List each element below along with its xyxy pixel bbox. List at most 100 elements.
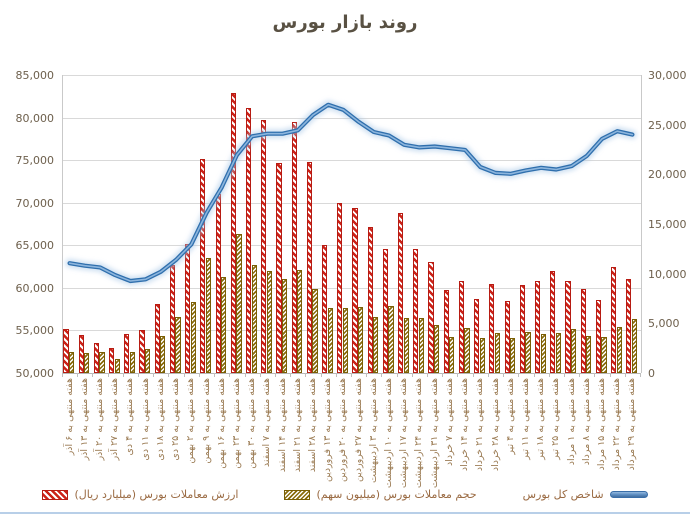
category-tick	[579, 373, 581, 377]
volume-bar	[418, 318, 425, 373]
volume-bar	[281, 278, 288, 373]
x-axis-tick-label: هفته منتهی به ۲۹ مرداد	[626, 378, 638, 471]
category-tick	[624, 373, 626, 377]
value-bar	[534, 280, 541, 373]
gridline	[63, 75, 641, 76]
right-axis-tick-label: 15,000	[648, 218, 687, 231]
category-tick	[274, 373, 276, 377]
volume-bar	[160, 336, 166, 373]
x-axis-line	[63, 373, 641, 374]
left-axis-tick-label: 75,000	[15, 154, 55, 168]
value-bar	[565, 280, 571, 373]
right-axis-tick-label: 20,000	[648, 168, 687, 182]
volume-bar	[266, 270, 272, 373]
value-bar	[443, 289, 449, 373]
legend-item-index: شاخص کل بورس	[523, 488, 648, 501]
category-tick	[457, 373, 459, 377]
volume-bar	[297, 269, 303, 373]
value-bar	[550, 270, 556, 373]
right-axis-tick-label: 5,000	[648, 317, 680, 331]
x-axis-tick-label: هفته منتهی به ۳۱ اردیبهشت	[428, 378, 440, 489]
value-bar	[458, 280, 465, 373]
category-tick	[214, 373, 216, 377]
value-series-swatch	[42, 489, 69, 500]
legend-label-value: ارزش معاملات بورس (میلیارد ریال)	[74, 488, 239, 501]
x-axis-tick-label: هفته منتهی به ۹ بهمن	[200, 378, 212, 464]
volume-bar	[601, 337, 607, 373]
value-bar	[291, 121, 297, 373]
volume-bar	[540, 334, 546, 373]
x-axis-tick-label: هفته منتهی به ۱۸ تیر	[535, 378, 547, 460]
category-tick	[351, 373, 352, 377]
value-bar	[489, 283, 495, 373]
x-axis-tick-label: هفته منتهی به ۱۴ اسفند	[276, 378, 288, 473]
x-axis-tick-label: هفته منتهی به ۲ بهمن	[185, 378, 197, 464]
volume-bar	[145, 349, 151, 373]
legend: ارزش معاملات بورس (میلیارد ریال) حجم معا…	[0, 488, 690, 501]
index-series-swatch	[609, 491, 648, 498]
legend-label-volume: حجم معاملات بورس (میلیون سهم)	[316, 488, 477, 501]
x-axis-tick-label: هفته منتهی به ۱۷ اردیبهشت	[398, 378, 410, 489]
volume-bar	[494, 333, 501, 373]
category-tick	[411, 373, 413, 377]
x-axis-tick-label: هفته منتهی به ۲۰ فروردین	[337, 378, 349, 483]
category-tick	[533, 373, 535, 377]
right-axis-tick-label: 30,000	[648, 69, 687, 82]
category-tick	[442, 373, 444, 377]
x-axis-tick-label: هفته منتهی به ۲۲ مرداد	[611, 378, 623, 471]
category-tick	[153, 373, 155, 377]
value-bar	[382, 248, 388, 373]
value-bar	[230, 92, 236, 373]
value-bar	[93, 343, 99, 373]
gridline	[63, 117, 641, 119]
value-bar	[215, 194, 221, 373]
volume-bar	[327, 308, 333, 373]
right-axis-tick-label: 0	[648, 367, 655, 380]
x-axis-tick-label: هفته منتهی به ۸ مرداد	[580, 378, 592, 466]
x-axis-tick-label: هفته منتهی به ۳۰ بهمن	[246, 378, 258, 469]
volume-bar	[69, 352, 75, 373]
category-tick	[168, 373, 170, 377]
volume-bar	[312, 288, 318, 373]
value-bar	[595, 299, 601, 373]
value-bar	[626, 278, 632, 373]
gridline	[63, 287, 641, 289]
right-axis-tick-label: 25,000	[648, 118, 687, 132]
category-tick	[259, 373, 261, 377]
x-axis-tick-label: هفته منتهی به ۱۵ مرداد	[595, 378, 607, 471]
value-bar	[321, 244, 328, 373]
value-bar	[610, 266, 617, 373]
volume-bar	[236, 233, 242, 373]
chart-title: روند بازار بورس	[272, 12, 418, 33]
gridline	[63, 202, 641, 204]
value-bar	[78, 335, 84, 373]
category-tick	[518, 373, 520, 377]
left-axis-tick-label: 85,000	[15, 69, 55, 82]
value-bar	[474, 298, 480, 373]
x-axis-tick-label: هفته منتهی به ۱۴ خرداد	[459, 378, 471, 472]
volume-bar	[388, 306, 394, 373]
x-axis-tick-label: هفته منتهی به ۲۴ اردیبهشت	[413, 378, 425, 489]
x-axis-tick-label: هفته منتهی به ۲۱ خرداد	[474, 378, 486, 472]
volume-bar	[479, 338, 485, 373]
legend-item-volume: حجم معاملات بورس (میلیون سهم)	[284, 488, 477, 501]
x-axis-tick-label: هفته منتهی به ۲۰ آذر	[94, 378, 106, 461]
value-bar	[580, 288, 586, 373]
value-bar	[398, 213, 404, 373]
volume-bar	[342, 308, 348, 373]
legend-item-value: ارزش معاملات بورس (میلیارد ریال)	[42, 488, 238, 501]
value-bar	[276, 163, 282, 373]
right-axis-tick-label: 10,000	[648, 267, 687, 281]
value-bar	[428, 261, 434, 373]
category-tick	[366, 373, 368, 377]
value-bar	[352, 208, 358, 373]
category-tick	[198, 373, 200, 377]
volume-bar	[190, 302, 196, 373]
category-tick	[472, 373, 474, 377]
x-axis-tick-label: هفته منتهی به ۴ دی	[124, 378, 136, 456]
volume-bar	[631, 319, 637, 373]
volume-bar	[449, 337, 455, 373]
volume-bar	[525, 332, 531, 373]
x-axis-tick-label: هفته منتهی به ۲۳ بهمن	[230, 378, 242, 469]
